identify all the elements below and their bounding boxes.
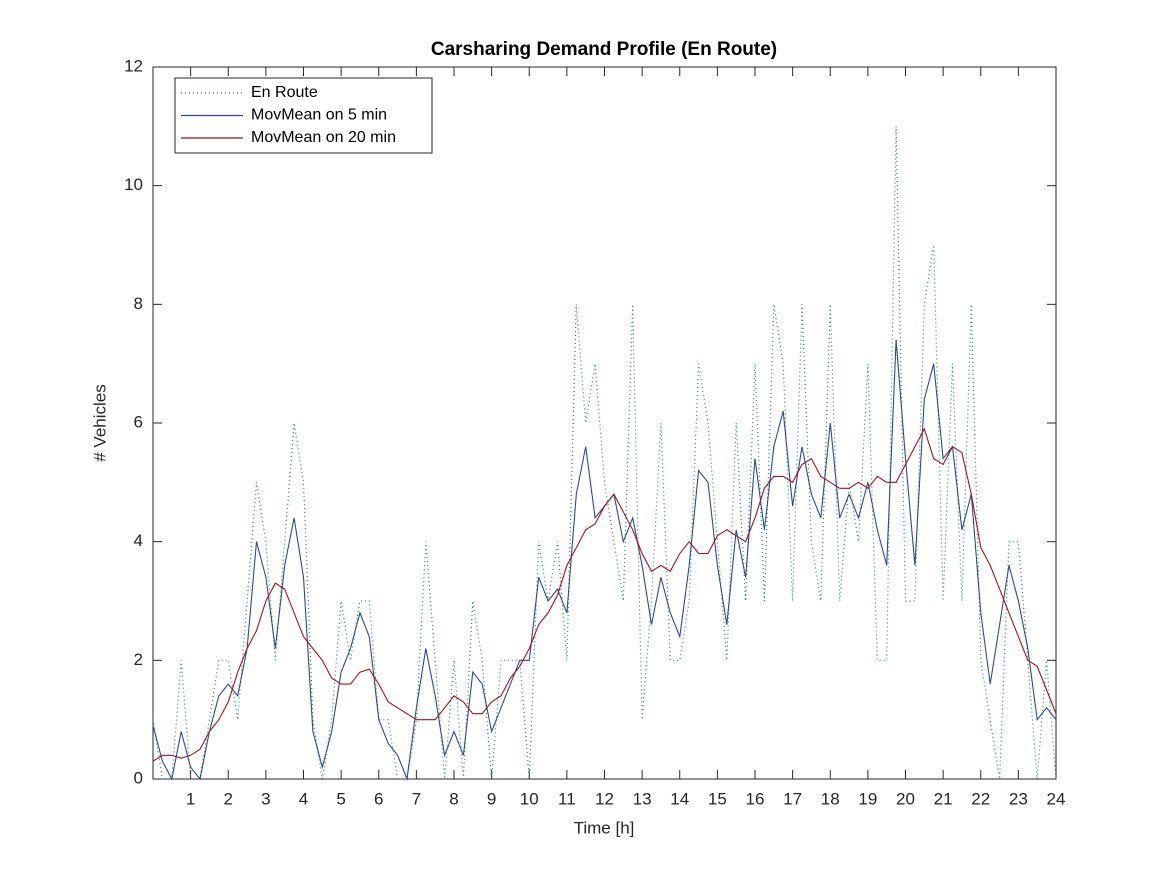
- x-tick-label: 12: [595, 789, 614, 808]
- x-tick-label: 24: [1047, 789, 1066, 808]
- x-tick-label: 14: [670, 789, 689, 808]
- series-line: [152, 427, 1057, 762]
- x-tick-label: 9: [487, 789, 496, 808]
- x-tick-label: 1: [186, 789, 195, 808]
- x-tick-label: 19: [858, 789, 877, 808]
- y-tick-label: 8: [134, 294, 143, 313]
- x-tick-label: 2: [224, 789, 233, 808]
- x-tick-label: 17: [783, 789, 802, 808]
- y-tick-label: 2: [134, 650, 143, 669]
- y-tick-label: 4: [134, 531, 143, 550]
- x-axis-label: Time [h]: [574, 818, 635, 837]
- y-tick-label: 10: [124, 175, 143, 194]
- y-axis-label: # Vehicles: [90, 384, 109, 462]
- x-tick-label: 20: [896, 789, 915, 808]
- x-tick-label: 4: [299, 789, 308, 808]
- x-tick-label: 22: [971, 789, 990, 808]
- chart-title: Carsharing Demand Profile (En Route): [431, 39, 777, 60]
- legend-label: MovMean on 5 min: [251, 107, 387, 124]
- x-tick-label: 18: [821, 789, 840, 808]
- x-tick-label: 21: [934, 789, 953, 808]
- x-tick-label: 5: [336, 789, 345, 808]
- x-tick-label: 3: [261, 789, 270, 808]
- x-tick-label: 7: [412, 789, 421, 808]
- x-tick-label: 11: [558, 789, 576, 808]
- x-tick-label: 15: [708, 789, 727, 808]
- legend-label: MovMean on 20 min: [251, 129, 396, 146]
- x-tick-label: 16: [746, 789, 765, 808]
- x-tick-label: 6: [374, 789, 383, 808]
- y-tick-label: 6: [134, 412, 143, 431]
- x-tick-label: 13: [633, 789, 652, 808]
- x-tick-label: 23: [1009, 789, 1028, 808]
- series-line: [152, 126, 1057, 780]
- y-tick-label: 0: [134, 768, 143, 787]
- y-tick-label: 12: [124, 56, 143, 75]
- x-tick-label: 10: [520, 789, 539, 808]
- plot-box: [152, 66, 1057, 780]
- x-tick-label: 8: [449, 789, 458, 808]
- legend-label: En Route: [251, 84, 318, 101]
